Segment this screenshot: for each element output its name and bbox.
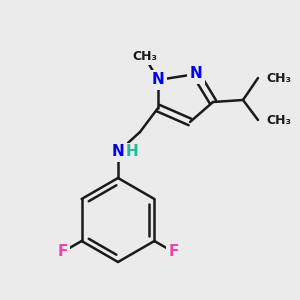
Text: N: N — [190, 67, 202, 82]
Text: F: F — [57, 244, 68, 260]
Text: CH₃: CH₃ — [266, 71, 291, 85]
Text: F: F — [168, 244, 178, 260]
Text: CH₃: CH₃ — [133, 50, 158, 64]
Text: N: N — [152, 73, 164, 88]
Text: CH₃: CH₃ — [266, 113, 291, 127]
Text: H: H — [126, 145, 138, 160]
Text: N: N — [112, 145, 124, 160]
